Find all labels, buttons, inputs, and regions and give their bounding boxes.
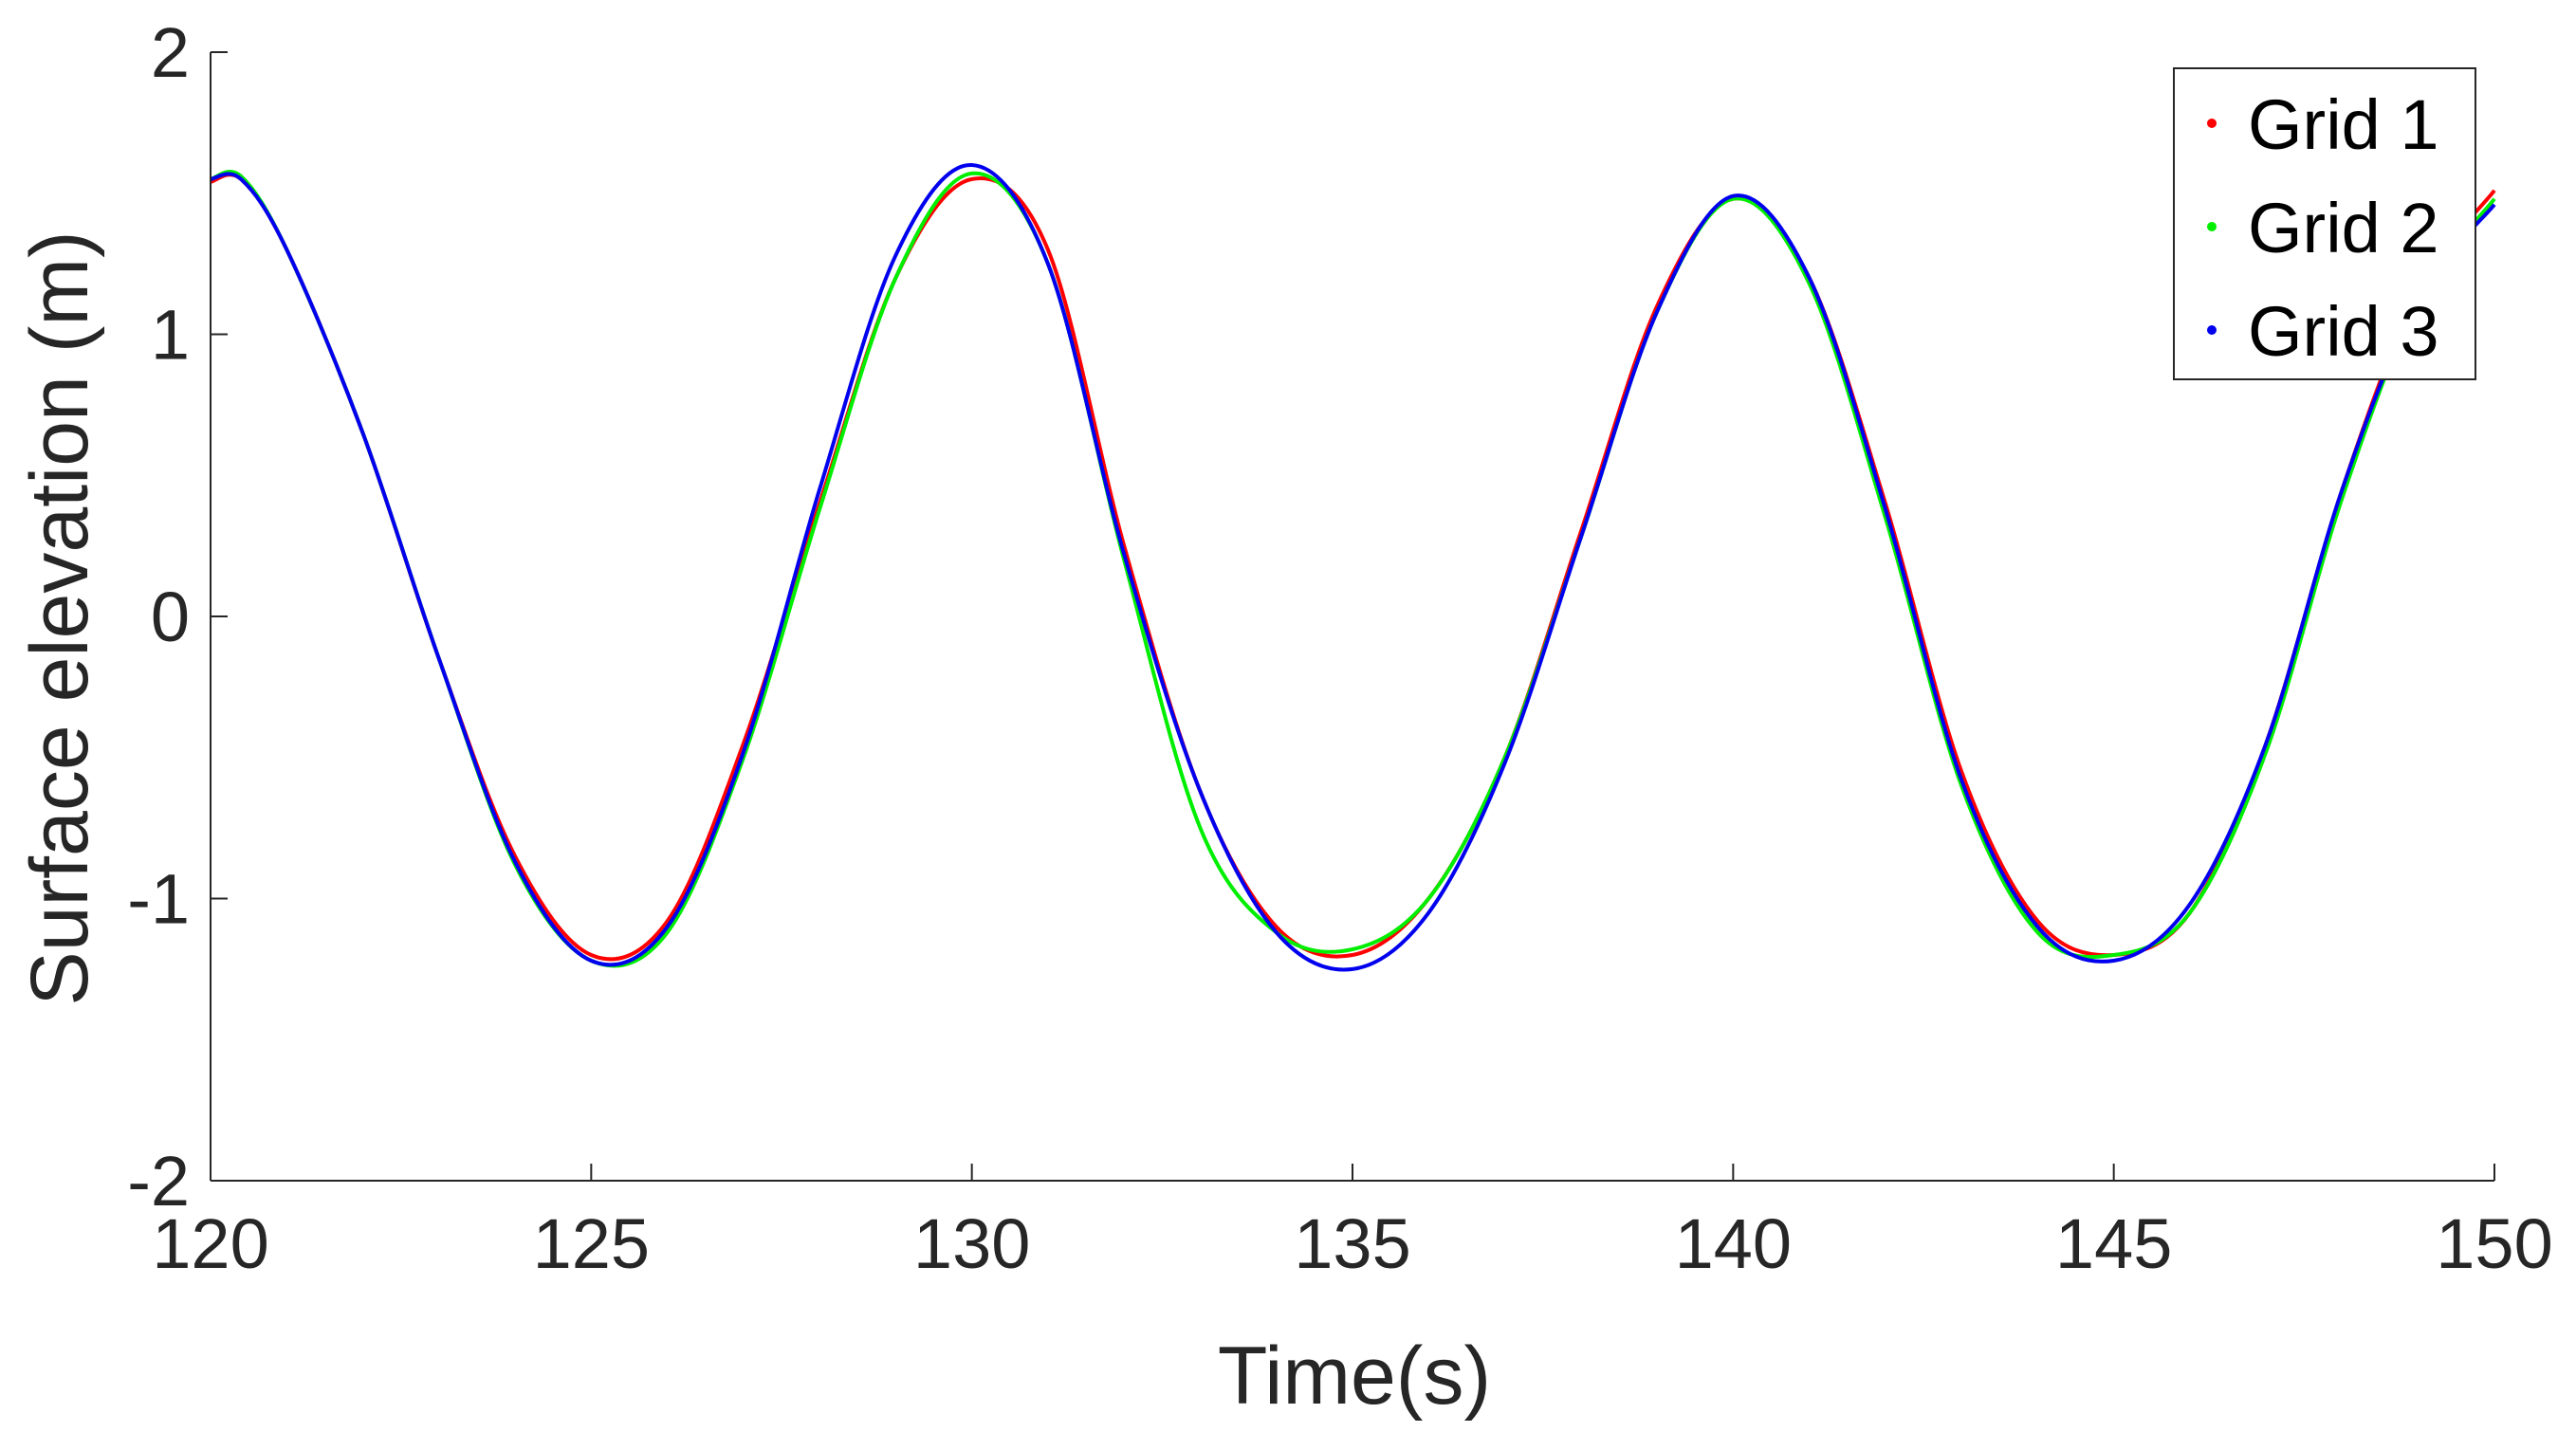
x-tick-label: 125 bbox=[533, 1204, 650, 1283]
y-tick-label: -2 bbox=[127, 1142, 190, 1221]
y-tick-label: 1 bbox=[151, 296, 190, 375]
legend-label-grid-1: Grid 1 bbox=[2248, 85, 2439, 164]
y-axis-label: Surface elevation (m) bbox=[14, 230, 105, 1005]
legend-marker-grid-3 bbox=[2207, 325, 2217, 335]
x-tick-label: 150 bbox=[2436, 1204, 2552, 1283]
y-tick-label: -1 bbox=[127, 860, 190, 939]
legend[interactable]: Grid 1 Grid 2 Grid 3 bbox=[2173, 67, 2476, 380]
legend-label-grid-2: Grid 2 bbox=[2248, 189, 2439, 267]
x-tick-label: 135 bbox=[1294, 1204, 1410, 1283]
x-tick-label: 120 bbox=[152, 1204, 268, 1283]
x-axis-label: Time(s) bbox=[1218, 1331, 1491, 1422]
legend-label-grid-3: Grid 3 bbox=[2248, 292, 2439, 371]
x-tick-label: 130 bbox=[913, 1204, 1030, 1283]
x-tick-label: 140 bbox=[1675, 1204, 1792, 1283]
legend-marker-grid-2 bbox=[2207, 222, 2217, 231]
x-tick-label: 145 bbox=[2055, 1204, 2172, 1283]
legend-marker-grid-1 bbox=[2207, 119, 2217, 128]
y-tick-label: 2 bbox=[151, 13, 190, 92]
legend-box bbox=[2173, 67, 2476, 380]
ticks-layer: 120 125 130 135 140 145 150 -2 -1 0 1 2 bbox=[127, 13, 2553, 1283]
series-layer bbox=[210, 162, 2496, 972]
series-line-grid-3 bbox=[210, 162, 2496, 972]
y-tick-label: 0 bbox=[151, 578, 190, 656]
